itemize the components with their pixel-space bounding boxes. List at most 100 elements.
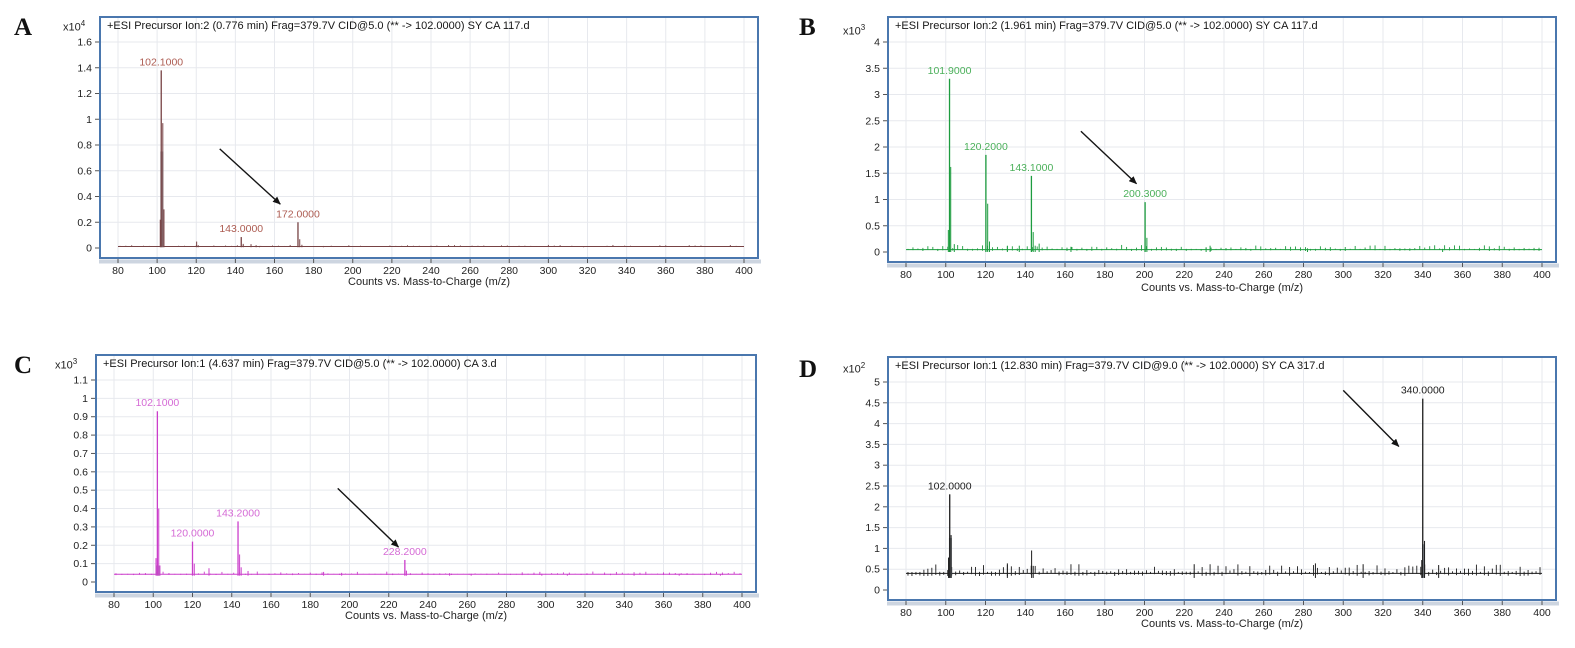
y-tick-label: 0 bbox=[86, 243, 92, 255]
x-tick-label: 340 bbox=[1414, 269, 1432, 281]
y-tick-label: 2 bbox=[874, 142, 880, 154]
y-tick-label: 3.5 bbox=[865, 439, 880, 451]
y-unit-exponent: 4 bbox=[80, 19, 86, 28]
y-tick-label: 0.8 bbox=[73, 430, 88, 442]
x-tick-label: 260 bbox=[1255, 269, 1273, 281]
x-tick-label: 260 bbox=[458, 599, 476, 611]
y-tick-label: 0.2 bbox=[77, 217, 92, 229]
x-tick-label: 100 bbox=[144, 599, 162, 611]
x-tick-label: 300 bbox=[540, 265, 558, 277]
noise-spikes bbox=[907, 244, 1540, 252]
y-tick-label: 0.7 bbox=[73, 448, 88, 460]
annotation-arrow bbox=[337, 487, 400, 548]
y-tick-label: 0.5 bbox=[865, 220, 880, 232]
x-tick-label: 80 bbox=[900, 269, 912, 281]
y-unit-base: x10 bbox=[843, 363, 861, 376]
y-tick-label: 0 bbox=[874, 247, 880, 259]
y-tick-label: 1.1 bbox=[73, 375, 88, 387]
panel-letter-d: D bbox=[799, 356, 818, 383]
x-tick-label: 100 bbox=[148, 265, 166, 277]
x-tick-label: 240 bbox=[1215, 607, 1233, 619]
plot-frame bbox=[887, 16, 1557, 263]
x-tick-label: 140 bbox=[227, 265, 245, 277]
x-tick-label: 380 bbox=[694, 599, 712, 611]
peak-label: 101.9000 bbox=[928, 65, 972, 77]
plot-frame-shadow bbox=[887, 601, 1559, 606]
x-tick-label: 80 bbox=[108, 599, 120, 611]
plot-header: +ESI Precursor Ion:2 (0.776 min) Frag=37… bbox=[107, 20, 530, 32]
x-axis: 80 100 120 140 160 180 200 220 240 260 280 300 320 34… bbox=[900, 601, 1551, 619]
plot-background bbox=[100, 16, 758, 258]
x-tick-label: 400 bbox=[733, 599, 751, 611]
x-tick-label: 320 bbox=[1374, 607, 1392, 619]
y-tick-label: 1 bbox=[86, 114, 92, 126]
x-tick-label: 300 bbox=[1334, 269, 1352, 281]
y-tick-label: 1.2 bbox=[77, 88, 92, 100]
x-tick-label: 220 bbox=[380, 599, 398, 611]
x-axis-title-c: Counts vs. Mass-to-Charge (m/z) bbox=[345, 610, 507, 622]
x-tick-label: 300 bbox=[537, 599, 555, 611]
x-tick-label: 160 bbox=[1056, 269, 1074, 281]
plot-frame bbox=[99, 16, 759, 259]
minor-peaks bbox=[947, 166, 1444, 252]
minor-peaks bbox=[155, 508, 721, 576]
x-axis-title-b: Counts vs. Mass-to-Charge (m/z) bbox=[1141, 282, 1303, 294]
x-tick-label: 200 bbox=[1136, 607, 1154, 619]
x-tick-label: 240 bbox=[422, 265, 440, 277]
x-axis: 80 100 120 140 160 180 200 220 240 260 280 300 320 34… bbox=[108, 593, 751, 611]
plot-frame-shadow bbox=[887, 263, 1559, 268]
x-tick-label: 300 bbox=[1334, 607, 1352, 619]
x-tick-label: 380 bbox=[696, 265, 714, 277]
x-axis: 80 100 120 140 160 180 200 220 240 260 280 300 320 34… bbox=[112, 259, 753, 277]
panel-letter-c: C bbox=[14, 352, 33, 379]
y-tick-label: 1 bbox=[874, 194, 880, 206]
y-axis-unit-c: x103 bbox=[55, 357, 77, 372]
plot-header: +ESI Precursor Ion:2 (1.961 min) Frag=37… bbox=[895, 20, 1318, 32]
x-tick-label: 120 bbox=[977, 607, 995, 619]
minor-peaks bbox=[159, 123, 585, 248]
y-tick-label: 1.4 bbox=[77, 62, 92, 74]
noise-spikes bbox=[119, 244, 743, 247]
y-tick-label: 1.6 bbox=[77, 37, 92, 49]
x-tick-label: 280 bbox=[1295, 269, 1313, 281]
plot-frame-shadow bbox=[99, 259, 761, 264]
x-tick-label: 400 bbox=[1533, 607, 1551, 619]
y-unit-base: x10 bbox=[843, 25, 861, 38]
x-tick-label: 340 bbox=[1414, 607, 1432, 619]
x-tick-label: 400 bbox=[1533, 269, 1551, 281]
y-tick-label: 0.8 bbox=[77, 140, 92, 152]
peak-label: 102.1000 bbox=[139, 56, 183, 68]
x-tick-label: 340 bbox=[618, 265, 636, 277]
y-tick-label: 0 bbox=[874, 585, 880, 597]
labeled-peaks: 102.1000 143.0000 172.0000 bbox=[139, 56, 320, 248]
y-axis-unit-d: x102 bbox=[843, 361, 865, 376]
x-tick-label: 180 bbox=[305, 265, 323, 277]
peak-label: 102.1000 bbox=[135, 397, 179, 409]
y-tick-label: 0.4 bbox=[77, 191, 92, 203]
x-tick-label: 260 bbox=[461, 265, 479, 277]
x-tick-label: 380 bbox=[1493, 269, 1511, 281]
x-tick-label: 220 bbox=[383, 265, 401, 277]
x-tick-label: 140 bbox=[223, 599, 241, 611]
gridlines bbox=[889, 17, 1555, 261]
peak-label: 172.0000 bbox=[276, 208, 320, 220]
y-tick-label: 0.9 bbox=[73, 411, 88, 423]
x-tick-label: 120 bbox=[187, 265, 205, 277]
y-tick-label: 2.5 bbox=[865, 115, 880, 127]
x-tick-label: 340 bbox=[615, 599, 633, 611]
x-tick-label: 80 bbox=[900, 607, 912, 619]
plot-frame-shadow bbox=[95, 593, 759, 598]
plot-header: +ESI Precursor Ion:1 (12.830 min) Frag=3… bbox=[895, 360, 1325, 372]
y-tick-label: 0.6 bbox=[77, 165, 92, 177]
y-tick-label: 0.4 bbox=[73, 503, 88, 515]
x-tick-label: 180 bbox=[301, 599, 319, 611]
x-axis: 80 100 120 140 160 180 200 220 240 260 280 300 320 34… bbox=[900, 263, 1551, 281]
annotation-arrow bbox=[219, 148, 281, 205]
x-tick-label: 320 bbox=[579, 265, 597, 277]
x-tick-label: 360 bbox=[1454, 269, 1472, 281]
y-unit-exponent: 3 bbox=[860, 23, 866, 32]
x-tick-label: 360 bbox=[1454, 607, 1472, 619]
